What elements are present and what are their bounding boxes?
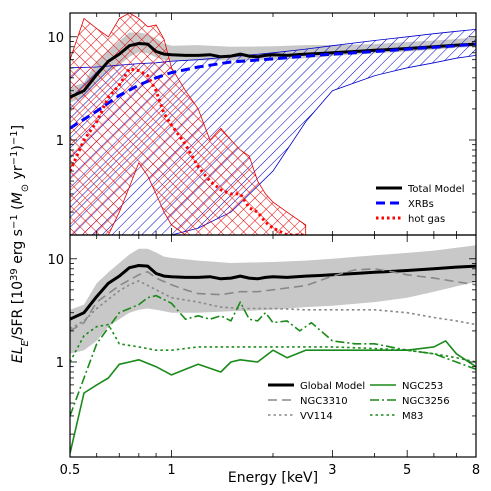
y-label-part: yr: [10, 165, 26, 184]
x-tick-label: 0.5: [60, 463, 81, 478]
y-label-part: −1: [9, 130, 20, 145]
legend-label-ngc253: NGC253: [402, 381, 443, 392]
y-label-part: −1: [9, 151, 20, 166]
y-tick-label: 1: [56, 356, 64, 371]
series-global-model: [70, 264, 476, 321]
series-ngc3256: [70, 294, 476, 417]
top-legend: Total Model XRBs hot gas: [376, 184, 465, 225]
series-hot-gas: [70, 67, 306, 235]
y-label-part: ): [10, 145, 26, 150]
top-lines: [70, 42, 476, 235]
x-tick-label: 1: [167, 463, 175, 478]
y-label-part: M: [10, 192, 26, 204]
y-label-part: E: [20, 339, 31, 346]
bottom-lines: [70, 264, 476, 454]
x-tick-label: 3: [328, 463, 336, 478]
y-label-part: EL: [10, 346, 26, 363]
legend-label-vv114: VV114: [300, 411, 333, 422]
legend-label-global-model: Global Model: [300, 381, 365, 392]
series-ngc3310: [70, 268, 476, 332]
bottom-panel: 1 10 0.5 1 3 5 8 Global Model NGC253 NGC3310 NGC3…: [47, 234, 480, 478]
legend-label-xrbs: XRBs: [408, 199, 434, 210]
top-ticks: 1 10: [47, 13, 477, 235]
y-label-part: 39: [9, 268, 20, 281]
legend-label-ngc3310: NGC3310: [300, 396, 348, 407]
y-label-part: /SFR [10: [10, 281, 26, 340]
x-tick-label: 5: [403, 463, 411, 478]
y-label-part: ⊙: [20, 184, 31, 192]
top-bands: [70, 13, 476, 235]
x-axis-label: Energy [keV]: [228, 470, 318, 486]
bottom-ticks: 1 10 0.5 1 3 5 8: [47, 235, 480, 478]
global-model-band: [70, 245, 476, 354]
bottom-bands: [70, 245, 476, 354]
y-tick-label: 1: [56, 134, 64, 149]
y-tick-label: 10: [47, 31, 64, 46]
y-label-part: ]: [10, 125, 26, 130]
hot-gas-band-crosshatch: [70, 13, 306, 235]
legend-label-ngc3256: NGC3256: [402, 396, 450, 407]
x-tick-label: 8: [472, 463, 480, 478]
y-label-part: erg s: [10, 229, 26, 268]
y-label-part: −1: [9, 214, 20, 229]
legend-label-hot-gas: hot gas: [408, 214, 445, 225]
bottom-frame: [69, 234, 477, 458]
series-m83: [70, 323, 476, 363]
legend-label-m83: M83: [402, 411, 423, 422]
series-vv114: [70, 280, 476, 330]
legend-label-total-model: Total Model: [407, 184, 465, 195]
top-panel: 1 10 Total Model XRBs hot gas: [47, 12, 477, 236]
y-tick-label: 10: [47, 253, 64, 268]
y-label-part: (: [10, 204, 26, 214]
y-axis-label: ELE/SFR [1039 erg s−1 (M⊙ yr−1)−1]: [9, 125, 31, 363]
series-xrbs: [70, 42, 476, 130]
bottom-legend: Global Model NGC253 NGC3310 NGC3256 VV114 M83: [268, 381, 450, 422]
